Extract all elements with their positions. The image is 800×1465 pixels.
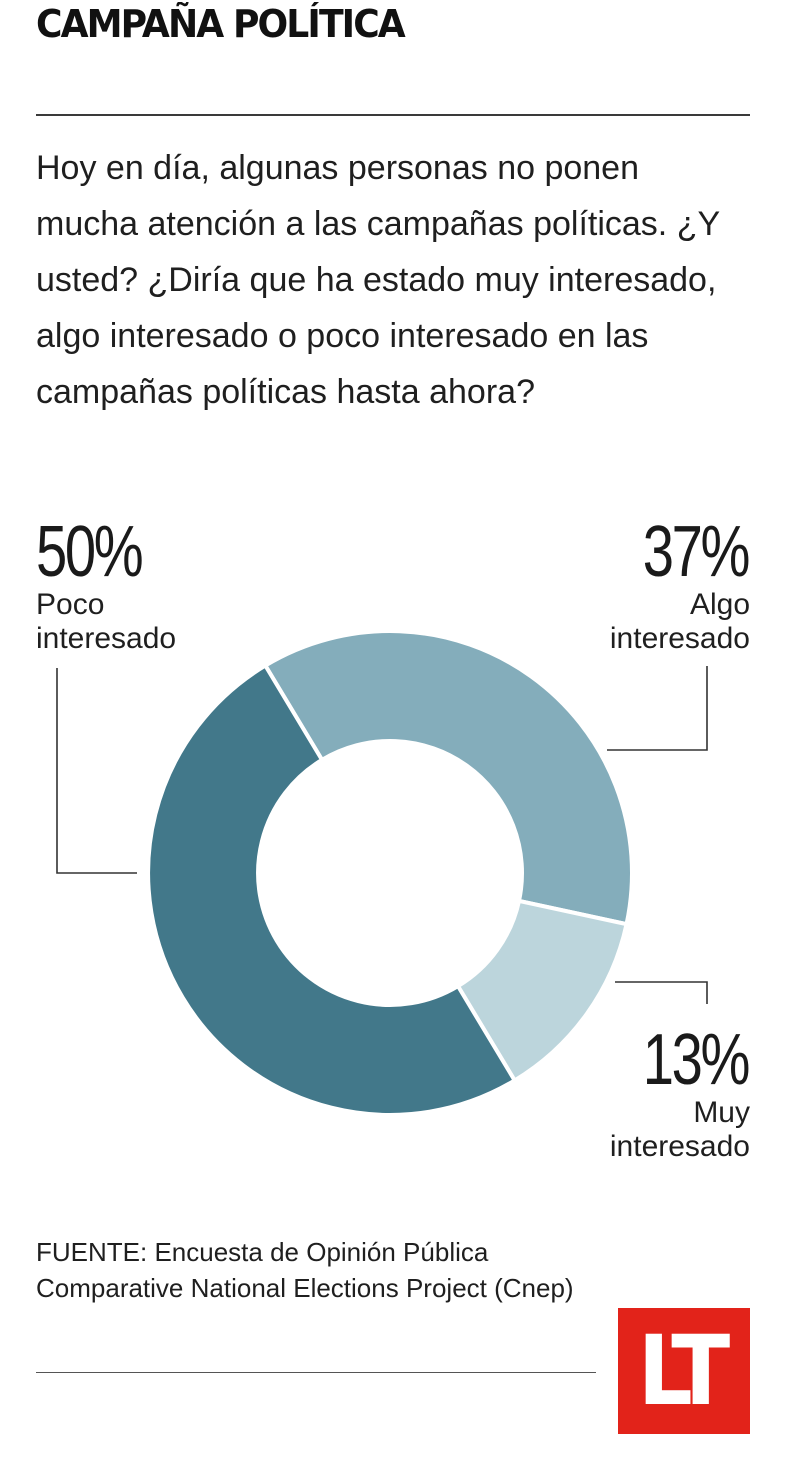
lt-logo: LT (618, 1308, 750, 1434)
muy-label-line1: Muy (693, 1096, 750, 1129)
leader-line-algo (607, 666, 708, 751)
source-note: FUENTE: Encuesta de Opinión Pública Comp… (36, 1237, 574, 1303)
leader-line-poco (56, 668, 137, 874)
chart-title: CAMPAÑA POLÍTICA (36, 2, 406, 46)
slice-algo-interesado (262, 629, 634, 927)
slice-poco-interesado (146, 662, 518, 1117)
bottom-divider (36, 1372, 596, 1373)
algo-label-line2: interesado (609, 622, 750, 655)
poco-label-line2: interesado (36, 622, 177, 655)
survey-question: Hoy en día, algunas personas no ponen mu… (36, 149, 720, 411)
muy-interesado-label: Muy interesado (610, 1096, 750, 1164)
logo-text: LT (637, 1315, 729, 1427)
poco-interesado-percent: 50% (36, 512, 144, 592)
muy-interesado-percent: 13% (642, 1020, 751, 1100)
leader-line-muy (615, 981, 708, 1004)
algo-interesado-label: Algo interesado (610, 588, 750, 656)
algo-label-line1: Algo (689, 588, 750, 621)
poco-interesado-label: Poco interesado (36, 588, 176, 656)
muy-label-line2: interesado (609, 1130, 750, 1163)
top-divider (36, 114, 750, 116)
algo-interesado-percent: 37% (642, 512, 751, 592)
poco-label-line1: Poco (36, 588, 105, 621)
